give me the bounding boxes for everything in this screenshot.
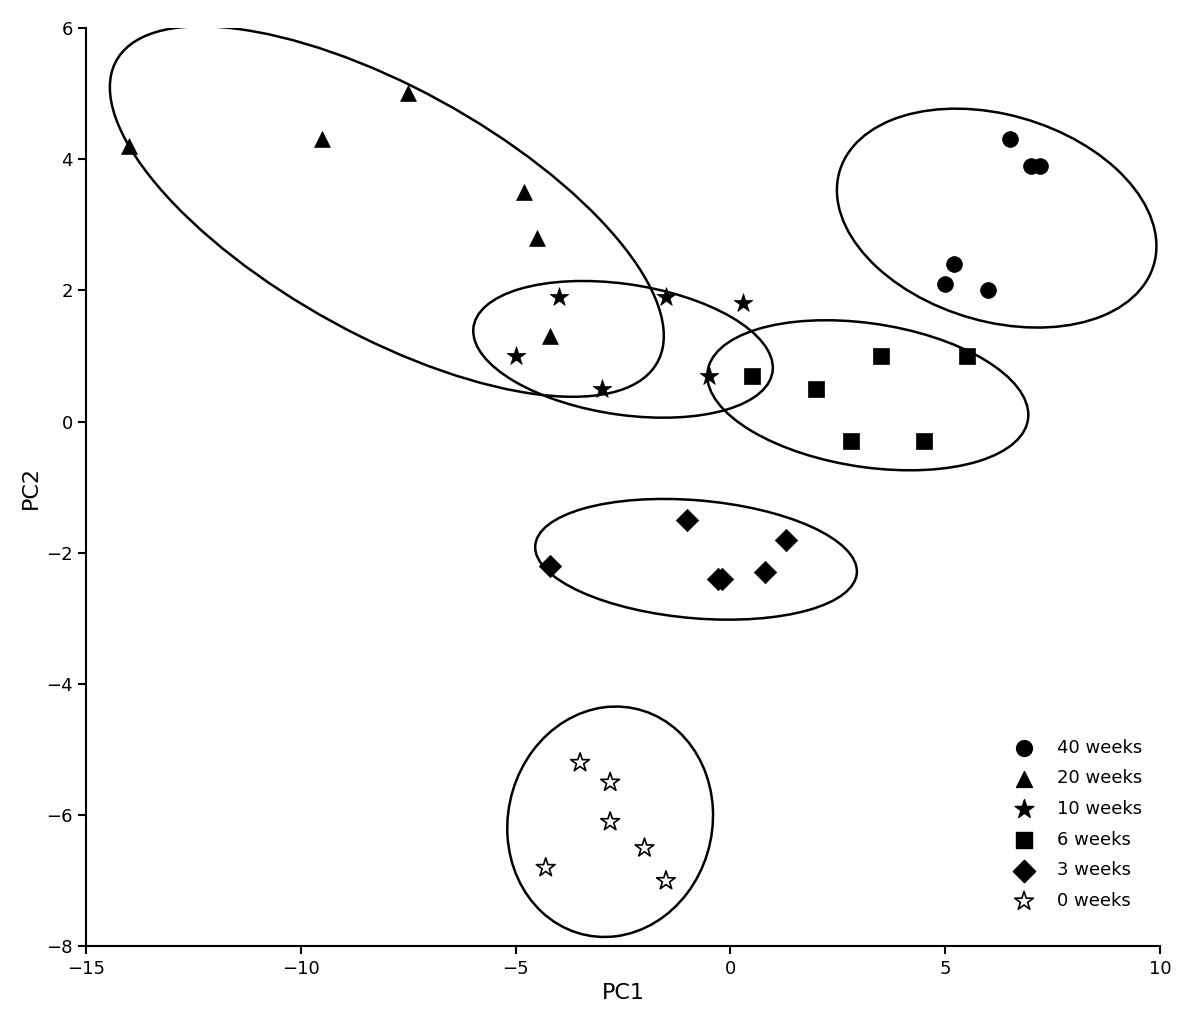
Point [713, 570, 732, 587]
Point [708, 570, 727, 587]
Point [1030, 158, 1049, 174]
Point [601, 774, 620, 791]
Point [743, 368, 762, 384]
Point [571, 755, 590, 771]
Legend: 40 weeks, 20 weeks, 10 weeks, 6 weeks, 3 weeks, 0 weeks: 40 weeks, 20 weeks, 10 weeks, 6 weeks, 3… [997, 730, 1150, 919]
Point [944, 256, 963, 272]
Point [777, 531, 796, 548]
X-axis label: PC1: PC1 [602, 983, 645, 1004]
Point [1000, 131, 1019, 147]
Point [657, 289, 676, 305]
Point [657, 872, 676, 889]
Point [528, 229, 547, 246]
Point [1022, 158, 1041, 174]
Point [507, 348, 526, 365]
Point [635, 840, 654, 856]
Point [678, 512, 697, 528]
Point [399, 85, 418, 101]
Point [550, 289, 569, 305]
Y-axis label: PC2: PC2 [20, 466, 41, 509]
Point [700, 368, 719, 384]
Point [601, 813, 620, 829]
Point [807, 381, 826, 397]
Point [871, 348, 890, 365]
Point [914, 433, 933, 450]
Point [540, 328, 559, 344]
Point [957, 348, 976, 365]
Point [592, 381, 611, 397]
Point [312, 131, 331, 147]
Point [119, 138, 138, 155]
Point [536, 859, 555, 876]
Point [734, 295, 753, 311]
Point [540, 558, 559, 574]
Point [515, 183, 534, 200]
Point [756, 564, 775, 581]
Point [842, 433, 861, 450]
Point [936, 275, 955, 292]
Point [979, 282, 998, 298]
